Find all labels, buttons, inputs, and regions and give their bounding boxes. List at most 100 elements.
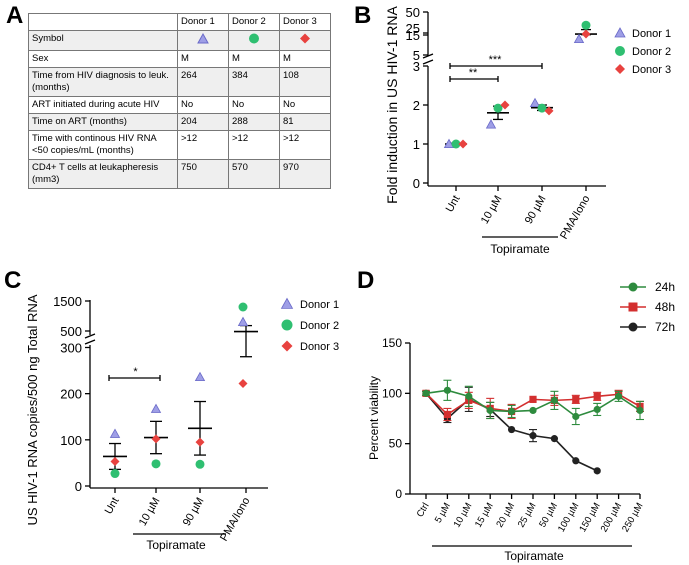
- cell: 81: [279, 113, 331, 131]
- y-tick-label: 100: [60, 433, 82, 448]
- legend-marker: [280, 297, 294, 309]
- table-row: Time with continous HIV RNA <50 copies/m…: [28, 130, 331, 160]
- x-tick-label: 90 µM: [523, 194, 549, 227]
- axis-break-mark: [422, 53, 434, 59]
- cell: No: [228, 96, 280, 114]
- table-header-donor2: Donor 2: [228, 13, 280, 31]
- significance-label: *: [133, 366, 138, 378]
- donor-characteristics-table: Donor 1 Donor 2 Donor 3 Symbol Sex M M M…: [28, 13, 331, 189]
- y-tick-label: 1500: [53, 294, 82, 309]
- row-label: CD4+ T cells at leukapheresis (mm3): [28, 159, 178, 189]
- x-tick-label: 50 µM: [537, 501, 560, 530]
- group-label: Topiramate: [146, 538, 206, 552]
- data-point-24h: [422, 389, 430, 397]
- data-point-donor2: [537, 103, 547, 113]
- y-tick-label: 100: [382, 386, 402, 400]
- data-point-donor3: [195, 437, 205, 447]
- data-point-donor3: [458, 139, 468, 149]
- x-tick-label: 10 µM: [137, 496, 163, 529]
- group-label: Topiramate: [490, 242, 550, 256]
- data-point-donor2: [493, 103, 503, 113]
- data-point-donor3: [544, 106, 554, 116]
- x-tick-label: Unt: [444, 194, 463, 215]
- panel-label-d: D: [357, 267, 375, 294]
- legend-label-72h: 72h: [655, 320, 675, 334]
- circle-symbol-icon: [228, 30, 280, 51]
- data-point-48h: [593, 392, 601, 400]
- x-tick-label: 5 µM: [433, 501, 453, 525]
- axis-break-mark: [84, 339, 96, 345]
- cell: 750: [177, 159, 229, 189]
- y-axis-title: Percent viability: [367, 376, 381, 460]
- x-axis-title: Topiramate: [504, 549, 564, 563]
- data-point-donor1: [529, 97, 541, 108]
- data-point-48h: [572, 395, 580, 403]
- y-tick-label: 500: [60, 324, 82, 339]
- data-point-72h: [593, 467, 601, 475]
- y-tick-label: 50: [406, 5, 420, 20]
- data-point-donor2: [451, 139, 461, 149]
- data-point-donor3: [151, 434, 161, 444]
- x-tick-label: Unt: [103, 496, 122, 517]
- y-tick-label: 0: [75, 479, 82, 494]
- data-point-24h: [465, 392, 473, 400]
- data-point-24h: [615, 392, 623, 400]
- data-point-donor2: [110, 469, 120, 479]
- legend-label-donor3: Donor 3: [300, 341, 339, 353]
- legend-marker: [628, 282, 638, 292]
- data-point-48h: [529, 395, 537, 403]
- y-tick-label: 50: [389, 437, 403, 451]
- y-tick-label: 200: [60, 387, 82, 402]
- data-point-donor2: [195, 459, 205, 469]
- data-point-24h: [636, 406, 644, 415]
- legend-label-donor1: Donor 1: [632, 28, 671, 40]
- data-point-donor2: [151, 459, 161, 469]
- y-tick-label: 300: [60, 340, 82, 355]
- y-tick-label: 150: [382, 336, 402, 350]
- legend-label-donor2: Donor 2: [300, 320, 339, 332]
- table-header-cell: [28, 13, 178, 31]
- y-tick-label: 2: [413, 98, 420, 113]
- x-tick-label: 25 µM: [516, 501, 539, 530]
- y-axis-title: Fold induction in US HIV-1 RNA: [384, 6, 400, 204]
- data-point-donor3: [500, 100, 510, 110]
- y-tick-label: 5: [413, 48, 420, 63]
- cell: 108: [279, 67, 331, 97]
- panel-label-a: A: [6, 2, 24, 29]
- x-tick-label: Ctrl: [415, 501, 432, 519]
- legend-marker: [615, 46, 625, 56]
- y-tick-label: 0: [395, 487, 402, 501]
- y-tick-label: 3: [413, 59, 420, 74]
- y-axis-title: US HIV-1 RNA copies/500 ng Total RNA: [25, 294, 40, 525]
- data-point-24h: [486, 406, 494, 415]
- cell: >12: [177, 130, 229, 160]
- legend-label-24h: 24h: [655, 280, 675, 294]
- data-point-donor1: [573, 33, 585, 43]
- legend-marker: [615, 64, 625, 74]
- significance-label: ***: [489, 54, 503, 66]
- data-point-24h: [529, 406, 537, 415]
- x-tick-label: 90 µM: [181, 496, 207, 529]
- cell: >12: [228, 130, 280, 160]
- data-point-donor1: [443, 138, 455, 149]
- x-tick-label: 20 µM: [494, 501, 517, 530]
- x-tick-label: 10 µM: [452, 501, 475, 530]
- x-tick-label: 250 µM: [620, 501, 646, 534]
- y-tick-label: 1: [413, 137, 420, 152]
- data-point-72h: [550, 435, 559, 443]
- data-point-24h: [593, 405, 601, 414]
- table-row: Time on ART (months) 204 288 81: [28, 113, 331, 131]
- legend-label-donor1: Donor 1: [300, 299, 339, 311]
- y-tick-label: 25: [406, 21, 420, 36]
- significance-label: **: [469, 67, 478, 79]
- legend-marker: [628, 322, 638, 332]
- data-point-donor3: [238, 379, 248, 389]
- data-point-donor1: [150, 403, 162, 413]
- cell: No: [177, 96, 229, 114]
- y-tick-label: 15: [406, 28, 420, 43]
- legend-marker: [281, 340, 293, 352]
- legend-label-48h: 48h: [655, 300, 675, 314]
- cell: 384: [228, 67, 280, 97]
- legend-marker: [614, 27, 626, 38]
- cell: >12: [279, 130, 331, 160]
